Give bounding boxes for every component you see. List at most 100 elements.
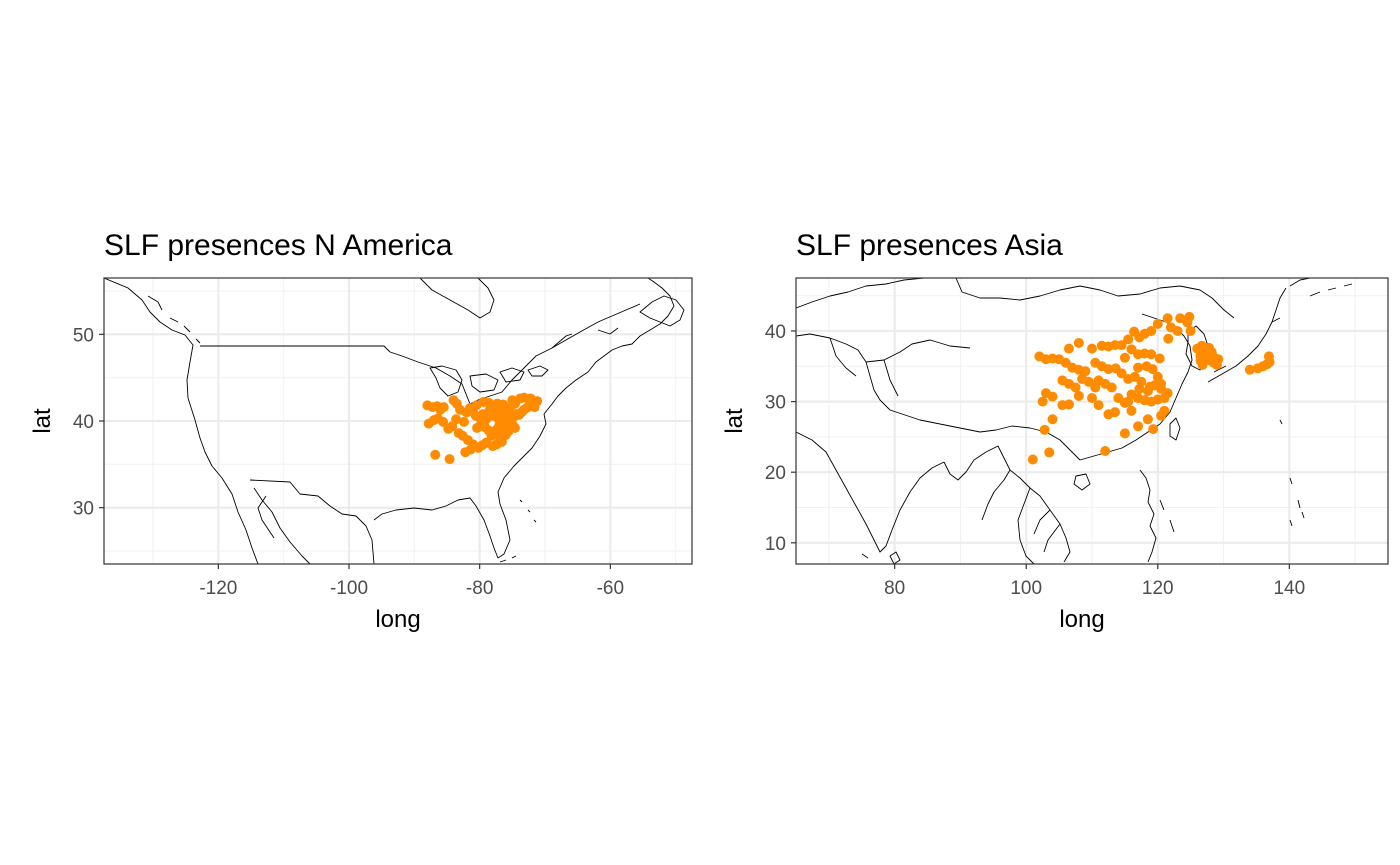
panel-title: SLF presences Asia xyxy=(796,229,1063,262)
presence-point xyxy=(1093,400,1104,411)
presence-point xyxy=(1116,340,1127,351)
axes: -120 -100 -80 -60 30 40 50 xyxy=(73,325,624,599)
presence-point xyxy=(1063,343,1074,354)
presence-point xyxy=(1152,318,1163,329)
y-tick-label: 30 xyxy=(765,393,786,414)
presence-point xyxy=(1039,424,1050,435)
y-tick-label: 50 xyxy=(73,325,94,346)
presence-point xyxy=(1126,405,1137,416)
presence-point xyxy=(529,402,540,413)
x-tick-label: -80 xyxy=(466,578,493,599)
x-axis-title: long xyxy=(1059,606,1104,633)
y-axis-title: lat xyxy=(29,408,56,434)
presence-point xyxy=(1090,357,1101,368)
x-axis-title: long xyxy=(375,606,420,633)
presence-point xyxy=(1142,414,1153,425)
coastline-pacific xyxy=(104,278,259,564)
presence-point xyxy=(1154,353,1165,364)
presence-point xyxy=(430,449,441,460)
southeast-asia xyxy=(1009,469,1071,564)
presence-point xyxy=(443,423,454,434)
y-tick-label: 10 xyxy=(765,534,786,555)
presence-point xyxy=(470,410,481,421)
presence-point xyxy=(1073,390,1084,401)
presence-point xyxy=(507,395,518,406)
presence-point xyxy=(478,396,489,407)
y-tick-label: 40 xyxy=(765,322,786,343)
presence-point xyxy=(509,422,520,433)
presence-point xyxy=(465,444,476,455)
south-asia-borders xyxy=(943,445,1011,521)
presence-point xyxy=(1027,454,1038,465)
panel-north-america: SLF presences N America -120 -100 -80 -60 30… xyxy=(29,229,693,633)
presence-point xyxy=(1037,396,1048,407)
great-lakes xyxy=(429,365,549,397)
northern-border xyxy=(796,278,1235,319)
us-mexico-border xyxy=(249,479,375,564)
presence-point xyxy=(1182,317,1193,328)
presence-point xyxy=(1146,325,1157,336)
panel-title: SLF presences N America xyxy=(104,229,453,262)
presence-point xyxy=(1126,344,1137,355)
presence-point xyxy=(1119,428,1130,439)
presence-point xyxy=(1263,351,1274,362)
presence-point xyxy=(1123,396,1134,407)
panel-asia: SLF presences Asia 80 100 120 140 10 20 30 40 l… xyxy=(721,229,1389,633)
philippines xyxy=(1139,469,1175,563)
basemap-north-america xyxy=(104,278,685,564)
presence-point xyxy=(451,414,462,425)
presence-point xyxy=(1090,382,1101,393)
y-tick-label: 20 xyxy=(765,463,786,484)
presence-point xyxy=(1159,405,1170,416)
bahamas xyxy=(519,499,537,523)
presence-point xyxy=(1148,424,1159,435)
coastline-pacific-islands xyxy=(147,295,201,344)
presence-point xyxy=(1172,325,1183,336)
panel-frame xyxy=(795,277,1389,565)
presence-point xyxy=(423,418,434,429)
presence-point xyxy=(1119,352,1130,363)
presence-point xyxy=(1044,447,1055,458)
presence-point xyxy=(438,402,449,413)
presence-point xyxy=(444,454,455,465)
presence-point xyxy=(525,393,536,404)
presence-point xyxy=(1123,334,1134,345)
presence-point xyxy=(1175,313,1186,324)
grid-lines xyxy=(796,278,1388,564)
presence-point xyxy=(1063,399,1074,410)
hainan xyxy=(1073,473,1091,491)
x-tick-label: -120 xyxy=(199,578,237,599)
presence-point xyxy=(1123,373,1134,384)
x-tick-label: 100 xyxy=(1010,578,1042,599)
kamchatka-dashes xyxy=(1309,283,1353,297)
presence-point xyxy=(1162,313,1173,324)
x-tick-label: 120 xyxy=(1142,578,1174,599)
presence-point xyxy=(472,422,483,433)
sri-lanka xyxy=(889,551,901,564)
presence-point xyxy=(1134,383,1145,394)
presence-point xyxy=(501,415,512,426)
presence-point xyxy=(1040,388,1051,399)
florida-keys xyxy=(499,555,517,563)
presence-point xyxy=(1133,362,1144,373)
x-tick-label: 80 xyxy=(884,578,905,599)
presence-point xyxy=(1213,354,1224,365)
presence-point xyxy=(1142,385,1153,396)
presence-point xyxy=(1100,446,1111,457)
taiwan xyxy=(1169,417,1181,441)
baja-california xyxy=(253,487,311,564)
presence-point xyxy=(1087,343,1097,354)
newfoundland xyxy=(639,295,685,327)
central-asia-borders xyxy=(796,333,971,415)
japan xyxy=(1207,278,1311,383)
y-axis-title: lat xyxy=(721,408,748,434)
presence-point xyxy=(1110,363,1121,374)
presence-point xyxy=(1073,337,1084,348)
presence-point xyxy=(1185,325,1196,336)
presence-point xyxy=(1034,351,1045,362)
presence-point xyxy=(1077,373,1088,384)
st-lawrence xyxy=(551,303,641,349)
presence-point xyxy=(1087,393,1097,404)
presence-point xyxy=(1147,364,1158,375)
